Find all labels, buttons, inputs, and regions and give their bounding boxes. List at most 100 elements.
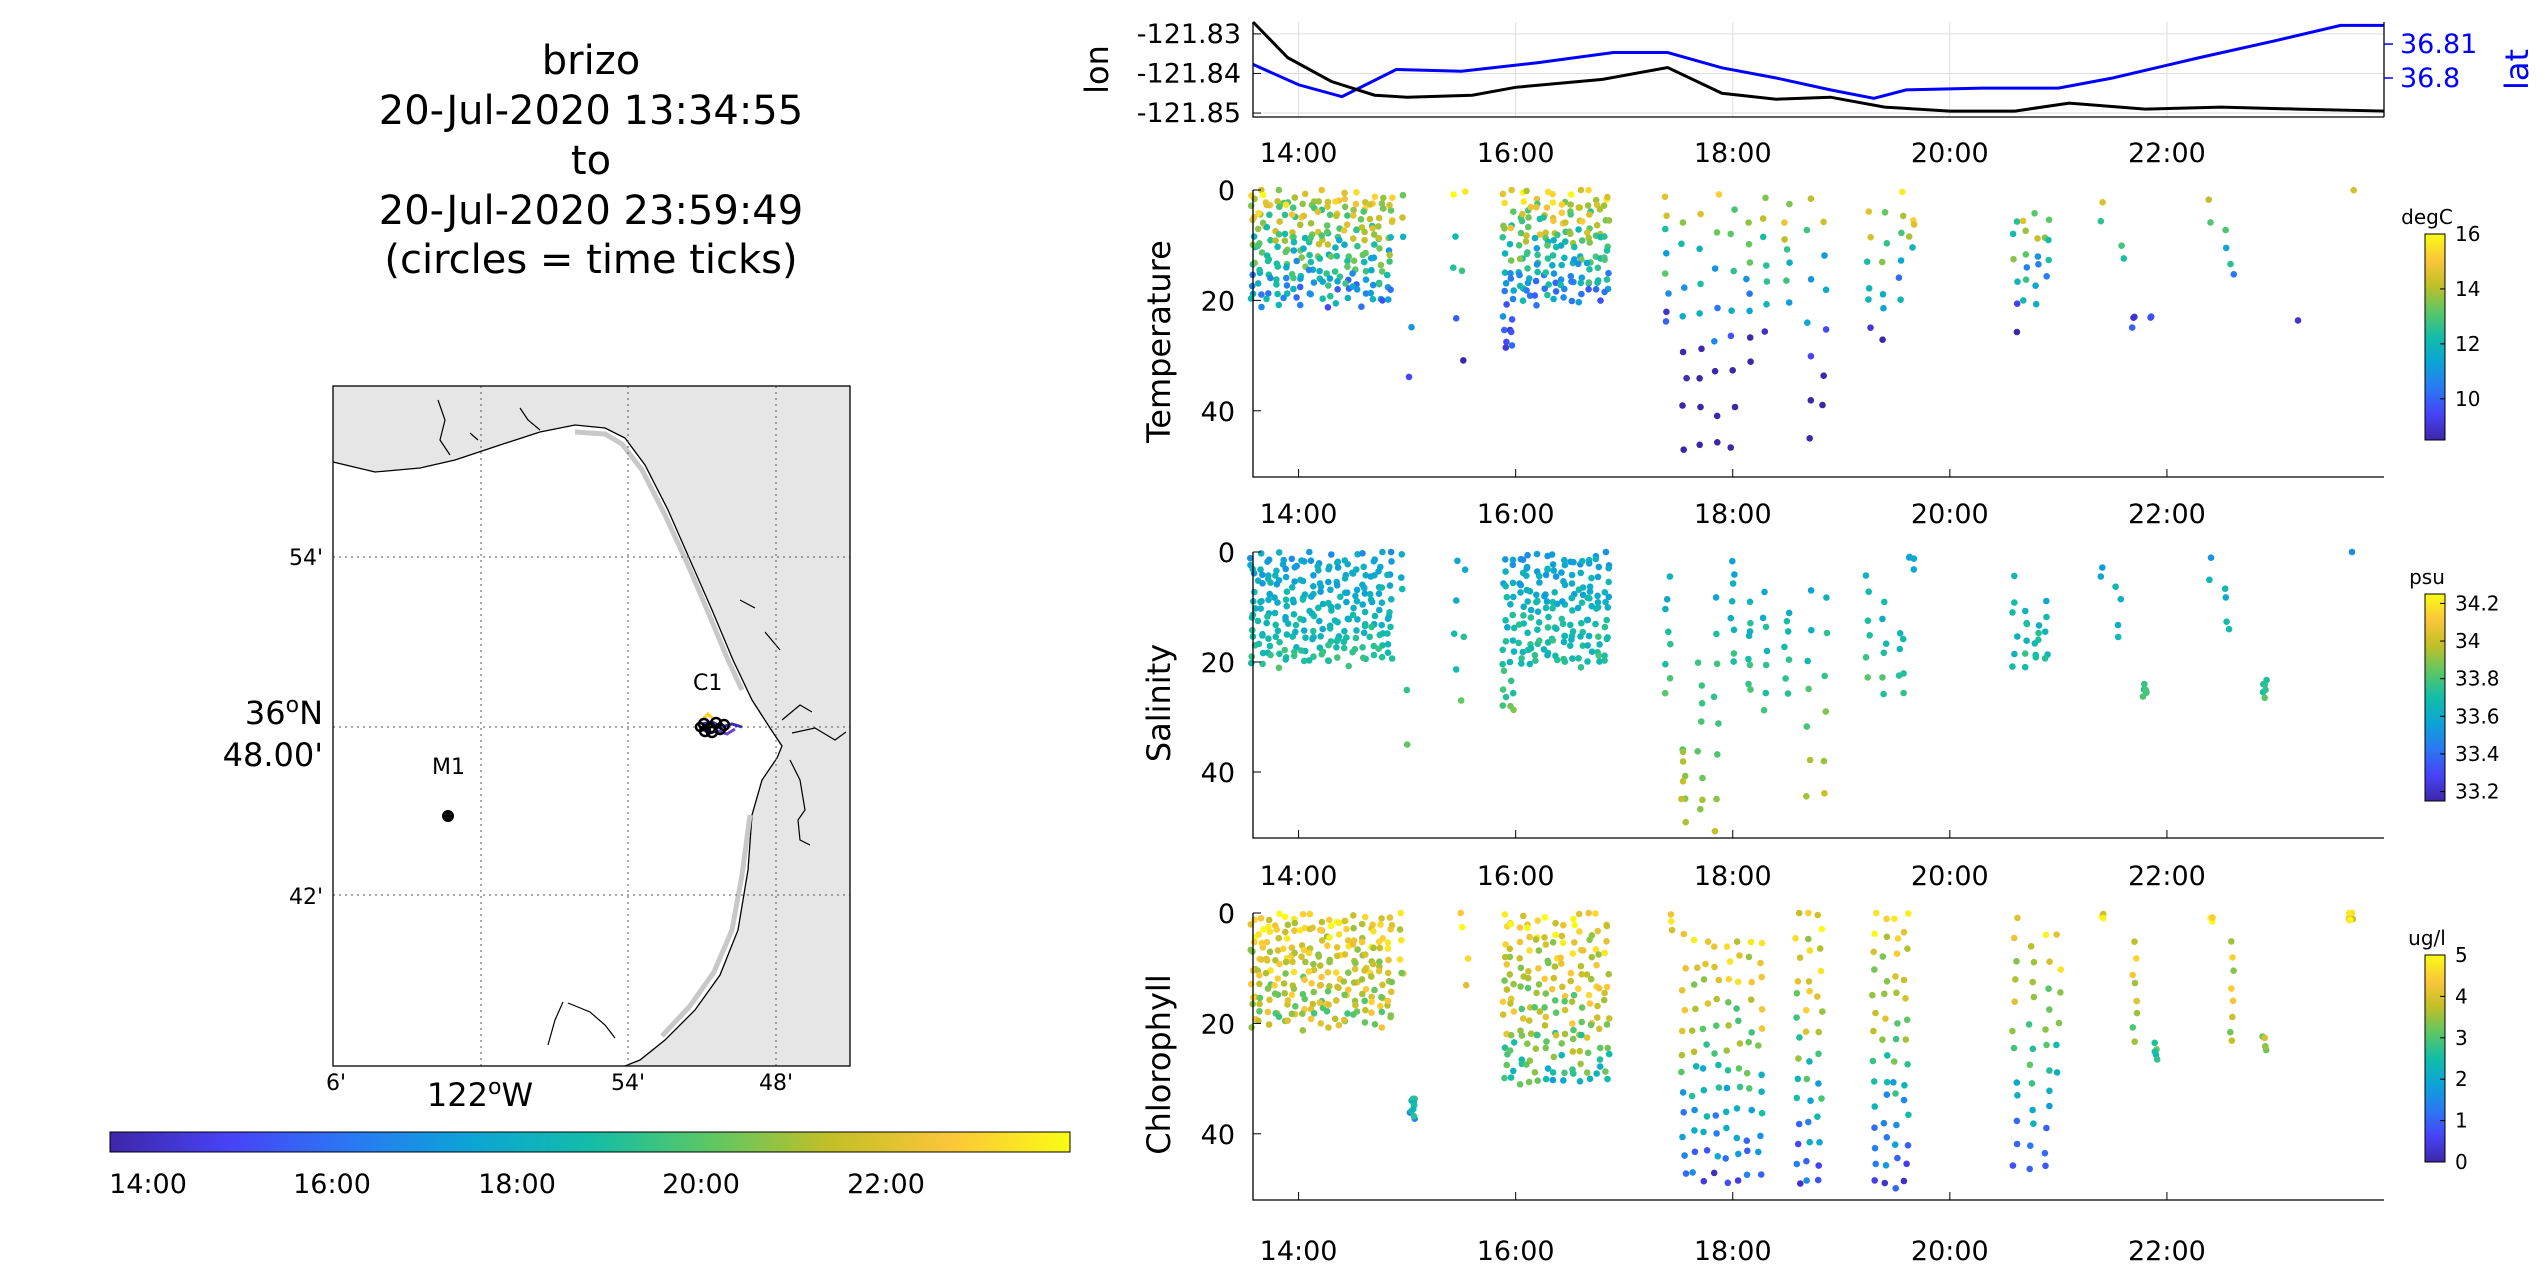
data-point: [1715, 1061, 1722, 1069]
data-point: [1259, 649, 1267, 657]
data-point: [1380, 205, 1387, 212]
data-point: [1533, 195, 1541, 203]
data-point: [1359, 581, 1366, 589]
lon-tick-label: -121.83: [1137, 19, 1241, 50]
data-point: [1501, 1044, 1509, 1051]
data-point: [1870, 948, 1877, 956]
colorbar-tick-label: 2: [2455, 1067, 2468, 1091]
data-point: [1536, 1008, 1544, 1015]
data-point: [1536, 637, 1543, 644]
data-point: [1567, 969, 1575, 977]
data-point: [1681, 284, 1688, 292]
data-point: [2133, 997, 2140, 1005]
data-point: [1544, 255, 1552, 262]
panel-axes: [1252, 190, 2384, 478]
data-point: [1904, 945, 1911, 952]
data-point: [1583, 971, 1591, 978]
data-point: [1318, 973, 1325, 981]
data-point: [1399, 233, 1407, 241]
data-point: [1354, 616, 1361, 623]
data-point: [1748, 1106, 1755, 1114]
data-point: [1585, 991, 1593, 999]
title-line: to: [571, 138, 611, 184]
data-point: [1668, 926, 1676, 934]
data-point: [1533, 989, 1540, 997]
data-point: [2026, 1165, 2033, 1173]
data-point: [1715, 976, 1723, 984]
data-point: [2025, 1021, 2033, 1028]
data-point: [1283, 290, 1291, 297]
data-point: [1502, 280, 1510, 287]
data-point: [2114, 621, 2122, 629]
time-colorbar-tick: 20:00: [662, 1169, 740, 1200]
data-point: [2227, 260, 2234, 268]
data-point: [1376, 944, 1384, 952]
data-point: [2228, 1037, 2236, 1044]
data-point: [1333, 212, 1340, 220]
data-point: [1663, 596, 1671, 603]
data-point: [1507, 1031, 1515, 1039]
data-point: [1510, 287, 1517, 294]
data-point: [1255, 209, 1262, 217]
data-point: [1872, 1160, 1879, 1168]
data-point: [1331, 1015, 1339, 1023]
data-point: [2055, 1019, 2063, 1027]
data-point: [1266, 948, 1274, 956]
data-point: [1601, 652, 1608, 659]
data-point: [1802, 1028, 1810, 1035]
data-point: [1805, 978, 1813, 985]
data-point: [1745, 240, 1753, 248]
data-point: [1730, 658, 1737, 665]
data-point: [2021, 650, 2029, 657]
data-point: [1897, 257, 1905, 264]
data-point: [1350, 604, 1357, 612]
data-point: [1551, 963, 1559, 970]
data-point: [1306, 251, 1313, 259]
data-point: [1324, 988, 1332, 995]
data-point: [1691, 1148, 1699, 1156]
data-point: [1763, 647, 1771, 655]
data-point: [2013, 328, 2021, 336]
data-point: [1523, 187, 1530, 195]
data-point: [1527, 614, 1535, 621]
data-point: [1327, 292, 1334, 300]
x-tick-label: 22:00: [2128, 1236, 2206, 1267]
data-point: [1579, 642, 1587, 649]
data-point: [1736, 1083, 1744, 1091]
colorbar-tick-label: 33.2: [2455, 780, 2500, 804]
data-point: [1762, 661, 1770, 669]
data-point: [1541, 285, 1548, 293]
data-point: [1758, 939, 1766, 947]
data-point: [1332, 997, 1340, 1004]
data-point: [1883, 933, 1891, 941]
data-point: [1359, 550, 1366, 557]
data-point: [1747, 996, 1755, 1003]
data-point: [1601, 949, 1608, 957]
data-point: [1352, 592, 1359, 600]
data-point: [1902, 995, 1909, 1002]
data-point: [1500, 667, 1508, 675]
data-point: [1560, 638, 1568, 646]
data-point: [1282, 970, 1289, 977]
data-point: [1880, 304, 1887, 312]
data-point: [1300, 627, 1308, 634]
data-point: [1532, 657, 1539, 664]
data-point: [1746, 598, 1754, 606]
data-point: [1361, 622, 1369, 630]
data-point: [1376, 245, 1383, 252]
map-lat-tick: 42': [289, 885, 323, 910]
data-point: [1378, 599, 1386, 606]
data-point: [1805, 1118, 1812, 1126]
data-point: [2034, 235, 2041, 242]
data-point: [1592, 196, 1600, 204]
data-point: [1603, 922, 1611, 930]
data-point: [1257, 605, 1264, 612]
data-point: [1350, 1011, 1357, 1018]
data-point: [1377, 1002, 1384, 1010]
data-point: [1763, 278, 1771, 285]
data-point: [1266, 211, 1273, 219]
data-point: [1516, 255, 1524, 263]
data-point: [1519, 297, 1527, 305]
data-point: [1558, 209, 1566, 217]
data-point: [1387, 1013, 1394, 1021]
